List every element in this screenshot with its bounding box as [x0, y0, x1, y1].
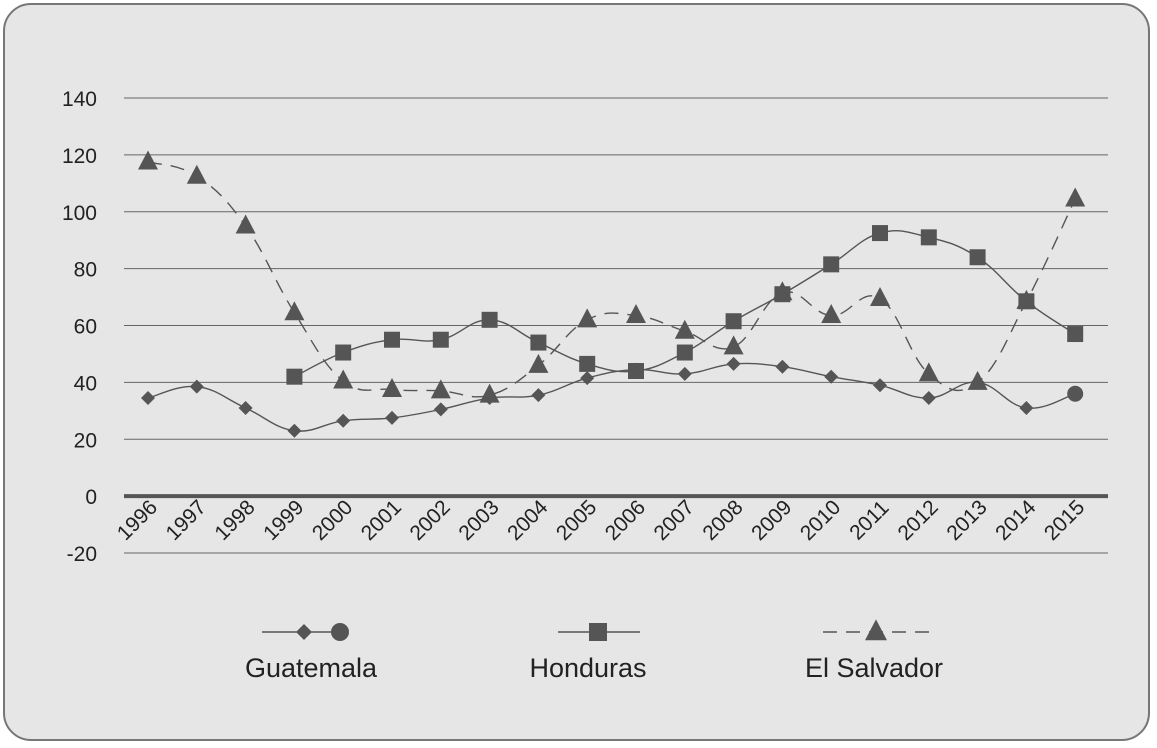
- guatemala-data-point: [287, 423, 302, 438]
- honduras-data-point: [872, 225, 888, 242]
- x-tick-label: 2006: [601, 496, 650, 545]
- x-tick-label: 2004: [503, 496, 553, 546]
- x-tick-label: 2001: [357, 496, 406, 545]
- el-salvador-data-point: [870, 286, 890, 306]
- honduras-data-point: [969, 249, 986, 266]
- honduras-data-point: [481, 311, 498, 328]
- y-tick-label: 100: [62, 202, 97, 225]
- el-salvador-data-point: [138, 150, 158, 170]
- series-lines: [147, 161, 1076, 432]
- legend-label-honduras: Honduras: [529, 653, 646, 683]
- el-salvador-data-point: [723, 335, 744, 355]
- y-tick-label: 40: [74, 372, 97, 395]
- honduras-data-point: [823, 256, 840, 273]
- el-salvador-data-point: [1065, 187, 1086, 207]
- legend-marker-honduras: [589, 623, 607, 641]
- x-tick-label: 1996: [113, 496, 162, 545]
- x-tick-label: 2005: [552, 496, 601, 545]
- guatemala-data-point: [677, 366, 692, 381]
- guatemala-data-point: [189, 379, 204, 394]
- chart-frame: [3, 3, 1150, 741]
- x-tick-label: 2012: [894, 496, 943, 545]
- y-tick-label: 120: [62, 145, 97, 168]
- legend-marker-el-salvador: [865, 619, 887, 641]
- el-salvador-data-point: [528, 353, 549, 373]
- guatemala-data-point: [1067, 385, 1084, 402]
- guatemala-data-point: [873, 378, 887, 393]
- x-tick-label: 1997: [162, 496, 211, 545]
- series-markers: [138, 150, 1086, 438]
- honduras-data-point: [628, 363, 644, 379]
- guatemala-data-point: [531, 388, 546, 403]
- x-tick-label: 2013: [942, 496, 991, 545]
- y-tick-label: 140: [62, 88, 97, 111]
- honduras-data-point: [335, 344, 352, 361]
- honduras-data-point: [676, 344, 693, 361]
- honduras-data-point: [920, 229, 937, 246]
- el-salvador-data-point: [577, 308, 598, 328]
- x-tick-label: 2010: [796, 496, 845, 545]
- guatemala-data-point: [141, 391, 155, 406]
- x-tick-label: 2003: [454, 496, 503, 545]
- guatemala-data-point: [580, 371, 595, 386]
- guatemala-data-point: [921, 391, 936, 406]
- guatemala-data-point: [824, 369, 839, 384]
- y-tick-label: 0: [85, 486, 97, 509]
- x-tick-label: 2009: [747, 496, 796, 545]
- honduras-data-point: [432, 331, 449, 348]
- x-tick-label: 2000: [308, 496, 357, 545]
- guatemala-data-point: [336, 413, 351, 428]
- legend-marker-guatemala-end: [331, 623, 349, 641]
- el-salvador-data-point: [186, 164, 207, 184]
- honduras-data-point: [725, 313, 742, 330]
- honduras-data-point: [1067, 326, 1084, 343]
- guatemala-data-point: [1019, 400, 1034, 415]
- guatemala-data-point: [385, 410, 399, 425]
- y-tick-label: 60: [74, 316, 97, 339]
- y-tick-label: 20: [74, 429, 97, 452]
- y-axis-tick-labels: 140 120 100 80 60 40 20 0 -20: [62, 88, 97, 566]
- el-salvador-data-point: [772, 281, 793, 301]
- el-salvador-data-point: [430, 379, 451, 399]
- guatemala-data-point: [726, 356, 741, 371]
- honduras-data-point: [384, 331, 400, 348]
- el-salvador-data-point: [382, 377, 402, 397]
- el-salvador-data-point: [235, 214, 256, 234]
- el-salvador-data-point: [626, 304, 646, 324]
- el-salvador-data-point: [674, 319, 695, 339]
- el-salvador-data-point: [821, 304, 842, 324]
- legend-marker-guatemala: [296, 624, 312, 640]
- x-tick-label: 2002: [406, 496, 455, 545]
- guatemala-data-point: [433, 402, 448, 417]
- legend: Guatemala Honduras El Salvador: [245, 619, 943, 683]
- x-axis-tick-labels: 1996 1997 1998 1999 2000 2001 2002 2003 2004 2005…: [113, 496, 1089, 546]
- x-tick-label: 2015: [1040, 496, 1089, 545]
- x-tick-label: 1998: [210, 496, 259, 545]
- el-salvador-series-line: [147, 161, 1076, 398]
- x-tick-label: 2007: [650, 496, 699, 545]
- legend-label-el-salvador: El Salvador: [805, 653, 943, 683]
- honduras-data-point: [530, 334, 547, 351]
- el-salvador-data-point: [1016, 289, 1037, 309]
- el-salvador-data-point: [967, 370, 988, 390]
- x-tick-label: 2008: [698, 496, 747, 545]
- honduras-data-point: [286, 368, 303, 385]
- el-salvador-data-point: [479, 383, 500, 403]
- el-salvador-data-point: [284, 301, 305, 321]
- legend-label-guatemala: Guatemala: [245, 653, 378, 683]
- x-tick-label: 1999: [259, 496, 308, 545]
- el-salvador-data-point: [333, 369, 354, 389]
- y-tick-label: 80: [74, 259, 97, 282]
- y-tick-label: -20: [67, 543, 97, 566]
- gridlines: [124, 97, 1108, 554]
- x-tick-label: 2011: [845, 496, 893, 544]
- guatemala-data-point: [238, 400, 253, 415]
- el-salvador-data-point: [918, 362, 939, 382]
- honduras-data-point: [579, 355, 596, 372]
- x-tick-label: 2014: [991, 496, 1041, 546]
- guatemala-data-point: [775, 359, 790, 374]
